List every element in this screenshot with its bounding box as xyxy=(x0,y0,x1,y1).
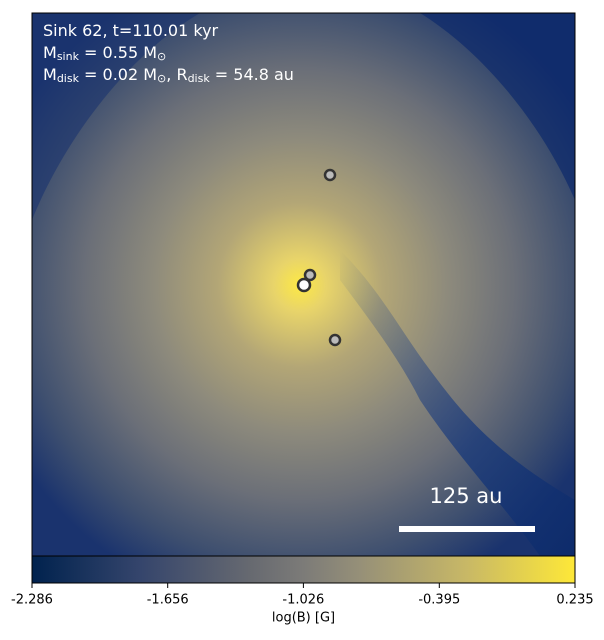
annotation-text: M xyxy=(43,65,57,84)
colorbar-tick-label: -2.286 xyxy=(11,593,53,608)
annotation-text: = 0.02 M xyxy=(79,65,157,84)
annotation-subscript: disk xyxy=(188,72,211,85)
sink-markers xyxy=(296,168,342,347)
scalebar-label: 125 au xyxy=(430,484,503,508)
colorbar xyxy=(31,555,576,584)
annotation-subscript: sink xyxy=(57,50,80,63)
annotation: Mdisk = 0.02 M⊙, Rdisk = 54.8 au xyxy=(43,65,294,86)
colorbar-tick-label: -0.395 xyxy=(418,593,460,608)
annotation-text: = 0.55 M xyxy=(79,43,157,62)
annotation: Msink = 0.55 M⊙ xyxy=(43,43,166,64)
annotation-subscript: ⊙ xyxy=(157,50,166,63)
colorbar-tick-label: -1.656 xyxy=(147,593,189,608)
annotation-text: M xyxy=(43,43,57,62)
colorbar-tick-label: -1.026 xyxy=(282,593,324,608)
annotation-text: = 54.8 au xyxy=(210,65,294,84)
annotation-subscript: ⊙ xyxy=(157,72,166,85)
colorbar-tick-label: 0.235 xyxy=(556,593,593,608)
scalebar xyxy=(399,526,535,532)
annotation-text: , R xyxy=(166,65,187,84)
annotation: Sink 62, t=110.01 kyr xyxy=(43,21,219,40)
annotation-subscript: disk xyxy=(57,72,80,85)
colorbar-label: log(B) [G] xyxy=(272,611,335,626)
field-image xyxy=(32,13,575,556)
annotation-text: Sink 62, t=110.01 kyr xyxy=(43,21,219,40)
